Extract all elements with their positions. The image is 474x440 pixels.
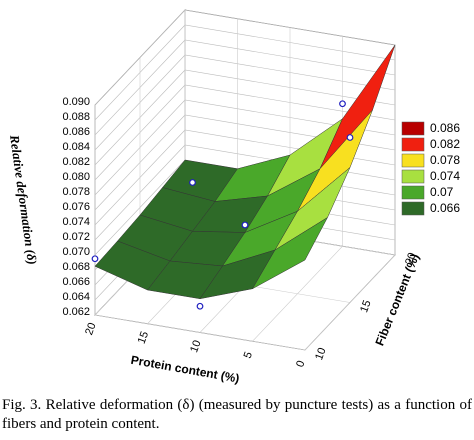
- legend-label: 0.086: [430, 121, 460, 135]
- y-tick-label: 15: [358, 299, 373, 315]
- legend-swatch: [401, 121, 425, 136]
- legend-swatch: [401, 185, 425, 200]
- x-tick-label: 20: [83, 321, 98, 337]
- z-axis-title: Relative deformation (δ): [7, 133, 40, 266]
- z-tick-label: 0.090: [62, 96, 90, 108]
- x-axis-title: Protein content (%): [130, 353, 241, 386]
- legend-swatch: [401, 201, 425, 216]
- grid-line: [94, 105, 306, 351]
- z-tick-label: 0.070: [62, 246, 90, 258]
- data-point: [196, 302, 204, 310]
- legend-label: 0.078: [430, 153, 460, 167]
- z-tick-label: 0.084: [62, 141, 90, 153]
- legend-swatch: [401, 137, 425, 152]
- z-tick-label: 0.066: [62, 276, 90, 288]
- x-tick-label: 0: [294, 359, 307, 369]
- x-tick-label: 10: [188, 339, 203, 355]
- y-tick-label: 10: [313, 346, 328, 362]
- z-tick-label: 0.080: [62, 171, 90, 183]
- legend-label: 0.082: [430, 137, 460, 151]
- z-tick-label: 0.062: [62, 306, 90, 318]
- data-point: [339, 100, 346, 108]
- legend-label: 0.074: [430, 169, 460, 183]
- data-point: [241, 221, 249, 229]
- z-tick-label: 0.088: [62, 111, 90, 123]
- data-point: [189, 179, 196, 186]
- z-tick-label: 0.074: [62, 216, 90, 228]
- z-tick-label: 0.078: [62, 186, 90, 198]
- x-tick-label: 15: [136, 330, 151, 346]
- chart: Relative deformation (δ) Protein content…: [7, 8, 460, 386]
- x-tick-label: 5: [242, 350, 255, 360]
- z-tick-label: 0.076: [62, 201, 90, 213]
- y-tick-label: 20: [403, 251, 418, 267]
- z-tick-label: 0.064: [62, 291, 90, 303]
- legend-label: 0.07: [430, 185, 454, 199]
- z-tick-label: 0.072: [62, 231, 90, 243]
- surface-patch: [251, 216, 329, 290]
- z-tick-label: 0.086: [62, 126, 90, 138]
- data-point: [91, 255, 99, 263]
- z-tick-label: 0.082: [62, 156, 90, 168]
- legend-label: 0.066: [430, 201, 460, 215]
- data-point: [346, 134, 354, 141]
- legend-swatch: [401, 169, 425, 184]
- legend-swatch: [401, 153, 425, 168]
- z-tick-label: 0.068: [62, 261, 90, 273]
- caption: Fig. 3. Relative deformation (δ) (measur…: [2, 397, 472, 432]
